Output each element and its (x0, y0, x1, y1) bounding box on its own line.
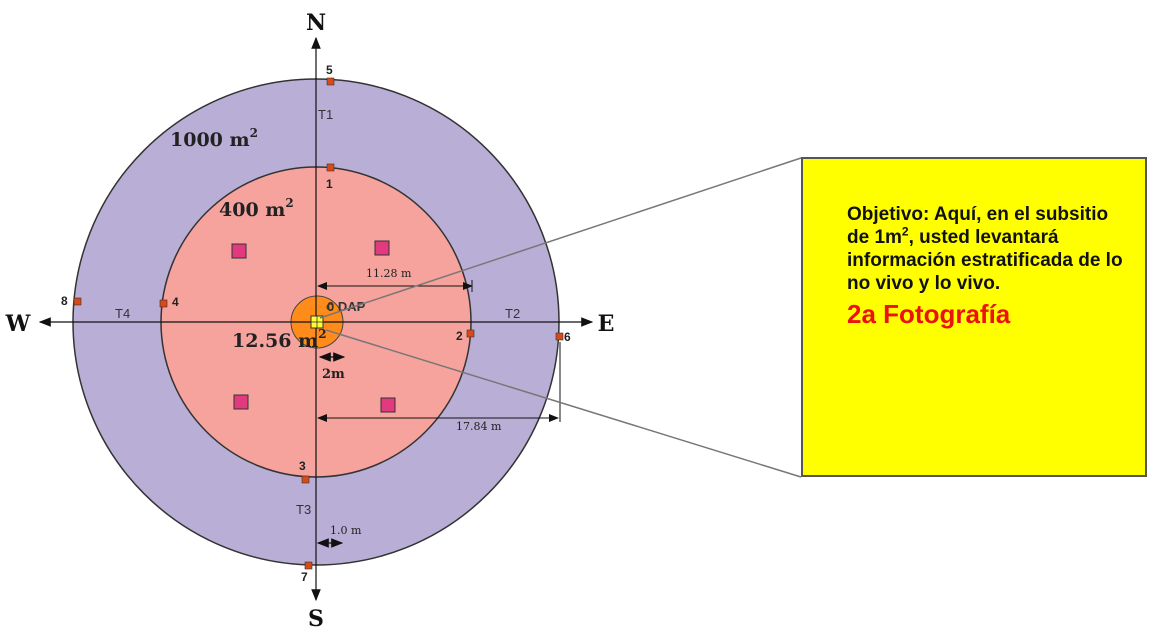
marker-label-6: 6 (564, 330, 571, 344)
marker-8 (73, 297, 82, 306)
offset-label: 1.0 m (330, 524, 362, 537)
objective-text: Objetivo: Aquí, en el subsitio de 1m2, u… (847, 204, 1123, 294)
marker-7 (304, 561, 313, 570)
marker-label-8: 8 (61, 294, 68, 308)
marker-3 (301, 475, 310, 484)
dap-label: 0 DAP (327, 299, 366, 314)
compass-north: N (306, 10, 326, 36)
compass-east: E (598, 311, 615, 337)
marker-label-1: 1 (326, 177, 333, 191)
radius-outer-label: 17.84 m (456, 420, 502, 433)
marker-label-5: 5 (326, 63, 333, 77)
marker-1 (326, 163, 335, 172)
callout-connector-top (319, 157, 802, 319)
transect-t2: T2 (505, 306, 520, 321)
marker-label-2: 2 (456, 329, 463, 343)
marker-2 (466, 329, 475, 338)
subplot-square-se (380, 397, 396, 413)
transect-t4: T4 (115, 306, 130, 321)
compass-west: W (5, 311, 31, 337)
center-radius-label: 2m (322, 367, 345, 382)
marker-label-4: 4 (172, 295, 179, 309)
transect-t1: T1 (318, 107, 333, 122)
photo-label: 2a Fotografía (847, 299, 1011, 329)
outer-area-label: 1000 m2 (170, 126, 258, 151)
callout-connector-bottom (325, 329, 802, 478)
center-area-label: 12.56 m2 (232, 327, 327, 352)
marker-label-3: 3 (299, 459, 306, 473)
objective-callout-box: Objetivo: Aquí, en el subsitio de 1m2, u… (801, 157, 1147, 477)
subplot-square-nw (231, 243, 247, 259)
radius-inner-label: 11.28 m (366, 267, 412, 280)
transect-t3: T3 (296, 502, 311, 517)
marker-5 (326, 77, 335, 86)
subplot-square-sw (233, 394, 249, 410)
marker-6 (555, 332, 564, 341)
marker-label-7: 7 (301, 570, 308, 584)
compass-south: S (308, 606, 324, 628)
marker-4 (159, 299, 168, 308)
subplot-square-ne (374, 240, 390, 256)
inner-area-label: 400 m2 (219, 196, 294, 221)
